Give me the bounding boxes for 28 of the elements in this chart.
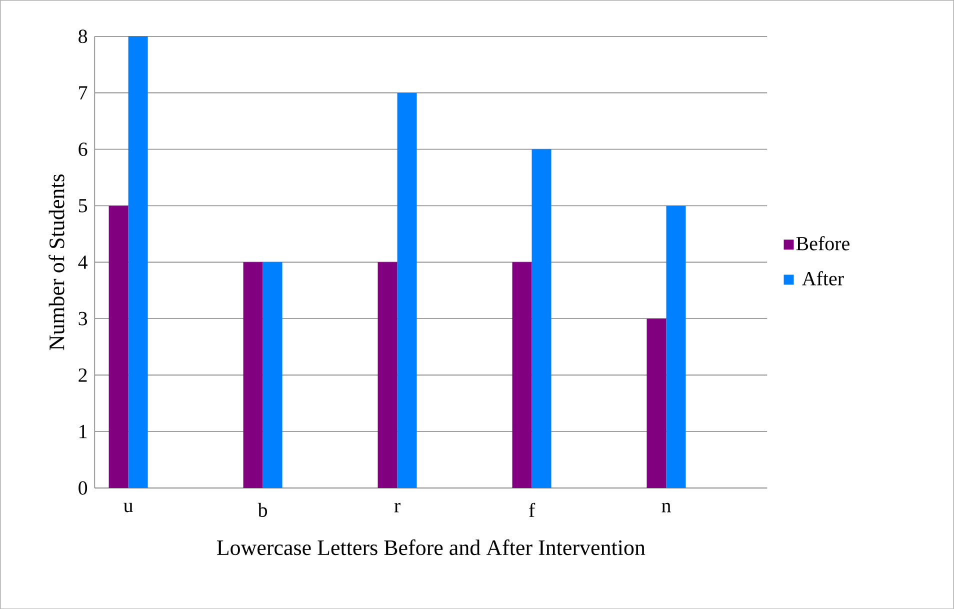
y-tick-label: 6 [78,142,88,156]
bar [243,262,263,488]
y-tick-label: 7 [79,86,88,100]
x-axis-title: Lowercase Letters Before and After Intervention [217,539,646,555]
x-tick-label: n [662,502,671,512]
y-tick-label: 0 [78,481,88,495]
y-tick-label: 2 [78,368,87,382]
legend-label: After [802,271,844,286]
bar [262,262,282,488]
x-tick-label: f [529,502,536,517]
bar [532,149,552,488]
x-tick-label: b [258,502,268,517]
x-tick-label: r [394,502,400,512]
y-axis-title: Number of Students [48,174,64,350]
bar [512,262,532,488]
bar [666,206,686,488]
y-tick-label: 8 [78,29,88,43]
bar [128,36,148,488]
legend-label: Before [796,236,850,250]
bar [378,262,398,488]
y-tick-label: 3 [78,312,88,326]
x-tick-label: u [124,502,133,512]
y-tick-label: 1 [80,424,87,438]
bar [108,206,128,488]
y-tick-label: 4 [78,255,88,269]
y-tick-label: 5 [78,198,88,212]
bar [646,318,666,488]
bar [397,92,417,488]
